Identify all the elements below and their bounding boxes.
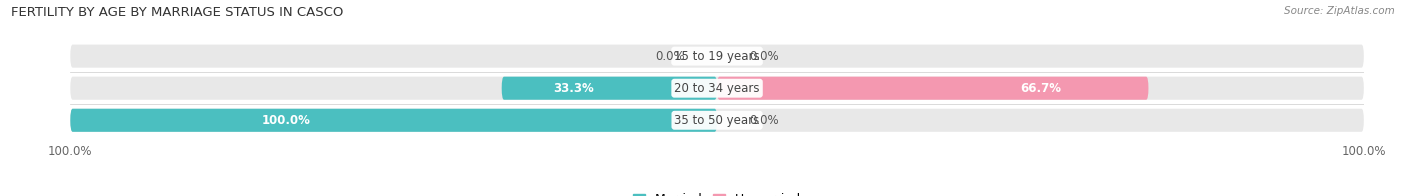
Text: FERTILITY BY AGE BY MARRIAGE STATUS IN CASCO: FERTILITY BY AGE BY MARRIAGE STATUS IN C… [11, 6, 343, 19]
Legend: Married, Unmarried: Married, Unmarried [627, 188, 807, 196]
FancyBboxPatch shape [502, 77, 717, 100]
Text: 100.0%: 100.0% [262, 114, 311, 127]
Text: 0.0%: 0.0% [655, 50, 685, 63]
FancyBboxPatch shape [717, 77, 1149, 100]
Text: 20 to 34 years: 20 to 34 years [675, 82, 759, 95]
Text: 15 to 19 years: 15 to 19 years [675, 50, 759, 63]
FancyBboxPatch shape [70, 77, 1364, 100]
FancyBboxPatch shape [70, 44, 1364, 68]
FancyBboxPatch shape [70, 109, 1364, 132]
Text: 35 to 50 years: 35 to 50 years [675, 114, 759, 127]
Text: Source: ZipAtlas.com: Source: ZipAtlas.com [1284, 6, 1395, 16]
Text: 66.7%: 66.7% [1021, 82, 1062, 95]
Text: 0.0%: 0.0% [749, 50, 779, 63]
Text: 33.3%: 33.3% [553, 82, 593, 95]
FancyBboxPatch shape [70, 109, 717, 132]
Text: 0.0%: 0.0% [749, 114, 779, 127]
